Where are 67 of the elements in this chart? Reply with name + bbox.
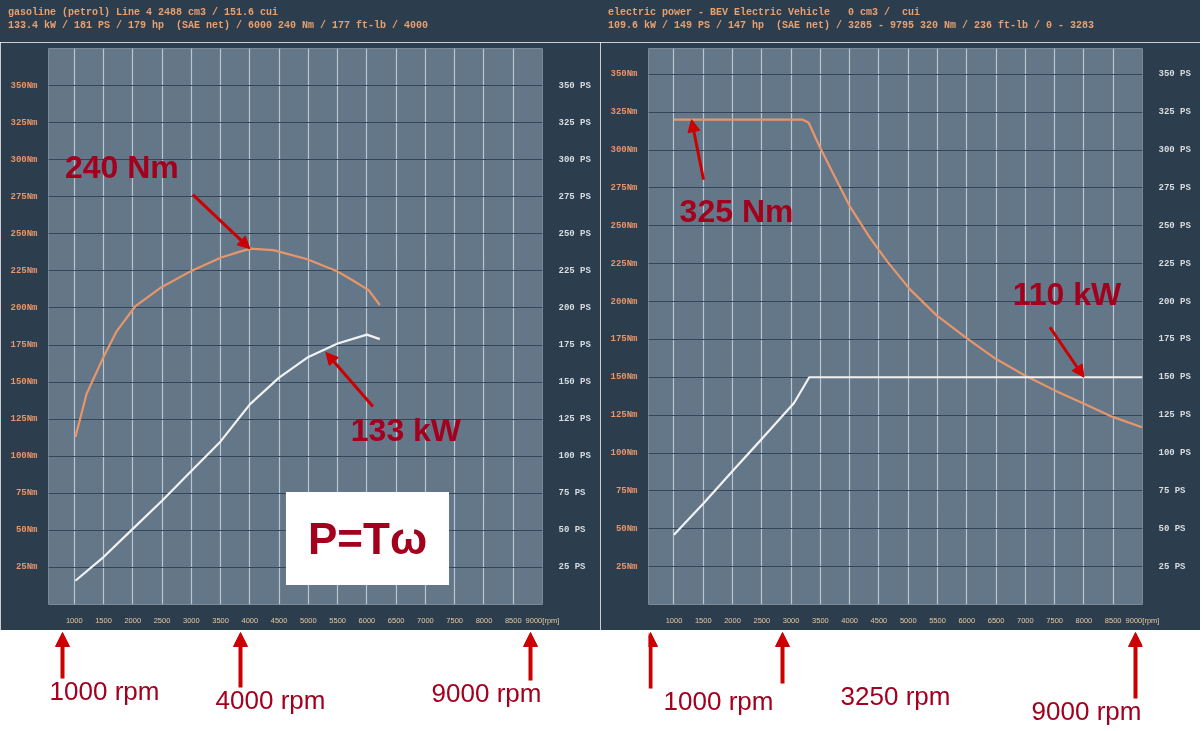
y-tick-label: 150Nm <box>10 377 39 388</box>
text: 3250 rpm <box>840 680 951 711</box>
annotation: P=Tω <box>307 514 428 563</box>
y-tick-label: 50Nm <box>15 525 39 536</box>
y-tick-label: 75Nm <box>615 485 639 496</box>
y2-tick-label: 75 PS <box>1158 485 1187 496</box>
y-tick-label: 250Nm <box>610 220 639 231</box>
y2-tick-label: 200 PS <box>1158 296 1192 307</box>
y2-tick-label: 350 PS <box>1158 69 1192 80</box>
y2-tick-label: 125 PS <box>1158 410 1192 421</box>
y-tick-label: 275Nm <box>610 182 639 193</box>
y-tick-label: 250Nm <box>10 228 39 239</box>
y2-tick-label: 300 PS <box>1158 145 1192 155</box>
y2-tick-label: 325 PS <box>1158 107 1192 118</box>
y2-tick-label: 50 PS <box>1158 523 1187 534</box>
y2-tick-label: 100 PS <box>1158 448 1192 458</box>
y2-tick-label: 175 PS <box>1158 334 1192 345</box>
y2-tick-label: 250 PS <box>1158 220 1192 231</box>
y-tick-label: 125Nm <box>10 414 39 425</box>
y2-tick-label: 150 PS <box>1158 372 1192 383</box>
text: 1000 rpm <box>49 675 160 706</box>
y2-tick-label: 100 PS <box>558 451 592 462</box>
y-tick-label: 25Nm <box>15 562 39 573</box>
y2-tick-label: 275 PS <box>558 191 592 202</box>
y2-tick-label: 75 PS <box>558 488 587 499</box>
y-tick-label: 175Nm <box>610 334 639 345</box>
y-tick-label: 25Nm <box>615 561 639 572</box>
y2-tick-label: 175 PS <box>558 340 592 351</box>
text: 4000 rpm <box>215 684 326 715</box>
y2-tick-label: 275 PS <box>1158 182 1192 193</box>
y-tick-label: 350Nm <box>610 69 639 80</box>
y2-tick-label: 300 PS <box>558 154 592 165</box>
y2-tick-label: 350 PS <box>558 80 592 91</box>
y-tick-label: 100Nm <box>610 448 639 458</box>
y-tick-label: 50Nm <box>615 523 639 534</box>
chart-subtitle: gasoline (petrol) Line 4 2488 cm3 / 151.6 cui 133.4 kW / 181 PS / 179 hp (SAE net) / 6000 240 Nm / 177 ft-lb / 4000 <box>8 6 429 32</box>
y-tick-label: 325Nm <box>610 107 639 118</box>
line-series <box>672 118 1143 429</box>
y2-tick-label: 200 PS <box>558 302 592 313</box>
y-tick-label: 200Nm <box>610 296 639 307</box>
y-tick-label: 125Nm <box>610 410 639 421</box>
y-tick-label: 300Nm <box>10 154 39 165</box>
chart-subtitle: electric power - BEV Electric Vehicle 0 cm3 / cui 109.6 kW / 149 PS / 147 hp (SAE net) / 3285 - 9795 320 Nm / 236 ft-lb / 0 - 3283 <box>608 6 1095 32</box>
y-tick-label: 325Nm <box>10 117 39 128</box>
y2-tick-label: 50 PS <box>558 525 587 536</box>
text: 1000 rpm <box>663 685 774 716</box>
y2-tick-label: 150 PS <box>558 377 592 388</box>
y2-tick-label: 25 PS <box>558 562 587 573</box>
y2-tick-label: 225 PS <box>558 265 592 276</box>
y2-tick-label: 325 PS <box>558 117 592 128</box>
y-tick-label: 275Nm <box>10 191 39 202</box>
y-tick-label: 200Nm <box>10 302 39 313</box>
y-tick-label: 75Nm <box>15 488 39 499</box>
y2-tick-label: 225 PS <box>1158 258 1192 269</box>
y-tick-label: 150Nm <box>610 372 639 383</box>
text: 9000 rpm <box>431 677 542 708</box>
y-tick-label: 175Nm <box>10 340 39 351</box>
y-tick-label: 225Nm <box>10 265 39 276</box>
y-tick-label: 225Nm <box>610 258 639 269</box>
y-tick-label: 100Nm <box>10 451 39 462</box>
y-tick-label: 300Nm <box>610 145 639 155</box>
y-tick-label: 350Nm <box>10 80 39 91</box>
y2-tick-label: 250 PS <box>558 228 592 239</box>
text: 9000 rpm <box>1031 695 1142 726</box>
y2-tick-label: 25 PS <box>1158 561 1187 572</box>
line-series <box>672 376 1143 536</box>
y2-tick-label: 125 PS <box>558 414 592 425</box>
